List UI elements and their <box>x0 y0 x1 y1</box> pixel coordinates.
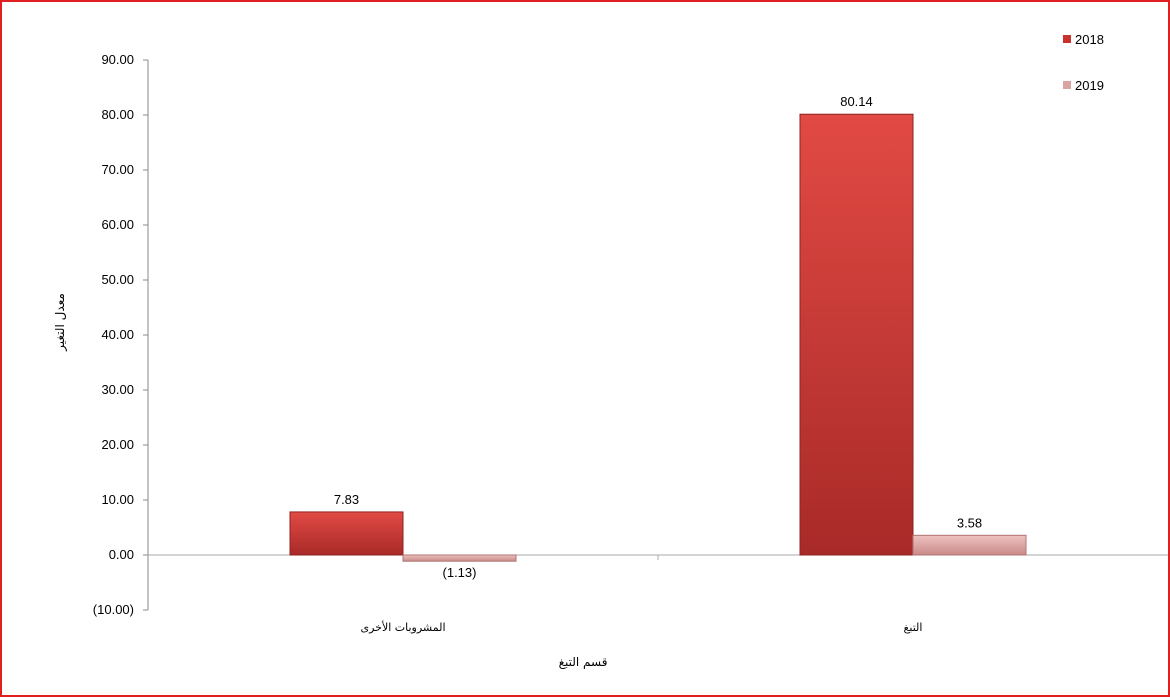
data-label: 7.83 <box>334 492 359 507</box>
data-label: 80.14 <box>840 94 873 109</box>
bar-2019-0 <box>402 554 517 562</box>
y-tick-label: (10.00) <box>93 602 134 617</box>
y-tick-label: 80.00 <box>101 107 134 122</box>
x-axis-title: قسم التبغ <box>559 655 608 669</box>
legend-swatch-2018 <box>1063 35 1071 43</box>
x-tick-label: المشروبات الأخرى <box>360 620 445 634</box>
legend-label-2018: 2018 <box>1075 32 1104 47</box>
x-tick-label: التبغ <box>904 621 923 634</box>
legend-label-2019: 2019 <box>1075 78 1104 93</box>
bar-2019-1 <box>912 534 1027 556</box>
data-label: 3.58 <box>957 515 982 530</box>
y-tick-label: 60.00 <box>101 217 134 232</box>
bar-2018-1 <box>799 113 914 556</box>
legend-swatch-2019 <box>1063 81 1071 89</box>
bars-group <box>289 113 1027 562</box>
y-tick-label: 20.00 <box>101 437 134 452</box>
y-axis-title: معدل التغير <box>53 293 68 352</box>
bar-2018-0 <box>289 511 404 556</box>
y-tick-label: 0.00 <box>109 547 134 562</box>
labels-group: 7.83 (1.13) المشروبات الأخرى 80.14 3.58 التبغ… <box>53 94 982 669</box>
legend: 2018 2019 <box>1063 32 1104 93</box>
y-tick-label: 50.00 <box>101 272 134 287</box>
y-tick-label: 90.00 <box>101 52 134 67</box>
y-tick-label: 70.00 <box>101 162 134 177</box>
axes-group: (10.00) 0.00 10.00 20.00 30.00 40.00 50.00 60.0… <box>93 52 1168 617</box>
y-tick-label: 10.00 <box>101 492 134 507</box>
y-tick-label: 30.00 <box>101 382 134 397</box>
data-label: (1.13) <box>443 565 477 580</box>
y-tick-label: 40.00 <box>101 327 134 342</box>
